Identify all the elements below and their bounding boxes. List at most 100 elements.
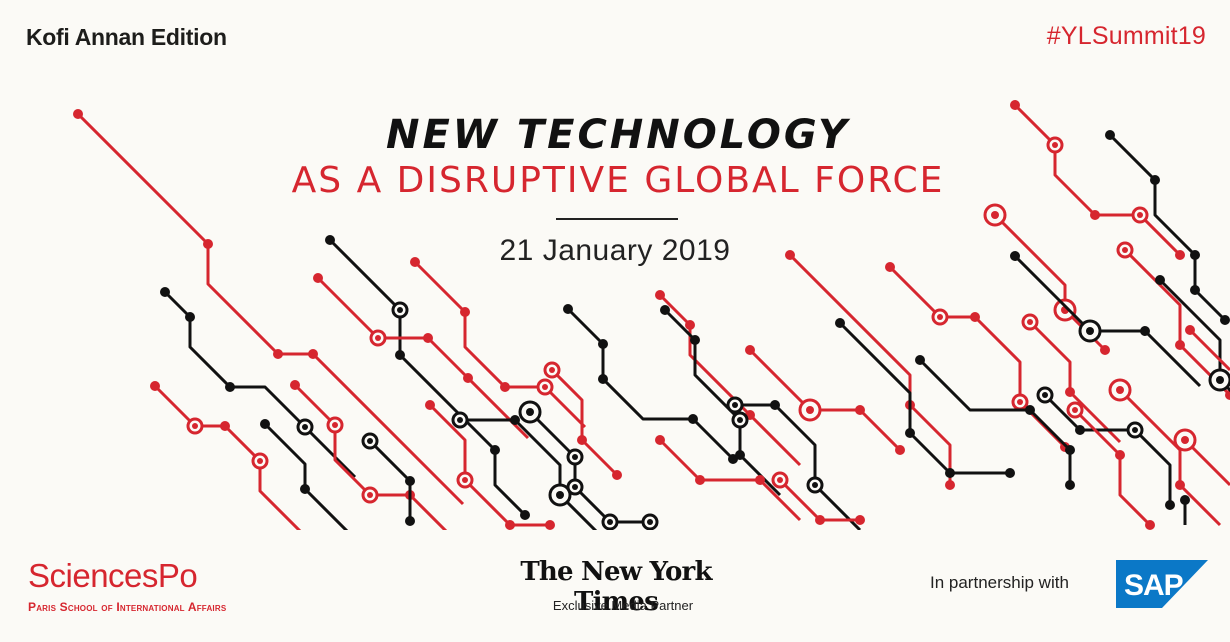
circuit-node-center bbox=[302, 424, 308, 430]
circuit-node-dot bbox=[735, 450, 745, 460]
circuit-trace-0 bbox=[76, 112, 465, 506]
circuit-node-center bbox=[1137, 212, 1143, 218]
circuit-node-center bbox=[1086, 327, 1094, 335]
circuit-trace-2 bbox=[153, 384, 302, 530]
circuit-node-dot bbox=[510, 415, 520, 425]
circuit-node-dot bbox=[770, 400, 780, 410]
circuit-node-dot bbox=[660, 305, 670, 315]
circuit-node-dot bbox=[655, 290, 665, 300]
circuit-trace-19 bbox=[838, 321, 1010, 475]
circuit-trace-12 bbox=[566, 307, 735, 461]
circuit-node-dot bbox=[915, 355, 925, 365]
circuit-node-dot bbox=[325, 235, 335, 245]
circuit-trace-17 bbox=[748, 348, 902, 452]
circuit-node-dot bbox=[1185, 325, 1195, 335]
partnership-label: In partnership with bbox=[930, 573, 1069, 592]
circuit-node-center bbox=[777, 477, 783, 483]
circuit-node-dot bbox=[405, 476, 415, 486]
circuit-node-center bbox=[462, 477, 468, 483]
circuit-node-center bbox=[1027, 319, 1033, 325]
circuit-node-dot bbox=[1190, 250, 1200, 260]
circuit-trace-4 bbox=[293, 383, 448, 530]
circuit-node-dot bbox=[1150, 175, 1160, 185]
circuit-node-center bbox=[397, 307, 403, 313]
circuit-node-dot bbox=[1140, 326, 1150, 336]
circuit-node-dot bbox=[1075, 425, 1085, 435]
circuit-trace-13 bbox=[528, 410, 650, 524]
circuit-node-center bbox=[549, 367, 555, 373]
circuit-trace-27 bbox=[1013, 103, 1182, 257]
circuit-node-center bbox=[937, 314, 943, 320]
circuit-trace-32 bbox=[1118, 388, 1222, 527]
circuit-node-center bbox=[367, 492, 373, 498]
circuit-node-dot bbox=[1220, 315, 1230, 325]
headline-line-1: NEW TECHNOLOGY bbox=[385, 112, 850, 158]
circuit-trace-16 bbox=[735, 403, 862, 530]
circuit-node-dot bbox=[1180, 495, 1190, 505]
circuit-node-dot bbox=[655, 435, 665, 445]
circuit-node-dot bbox=[563, 304, 573, 314]
circuit-node-center bbox=[572, 454, 578, 460]
sap-logo-text: SAP bbox=[1124, 569, 1183, 602]
circuit-trace-11 bbox=[658, 293, 802, 467]
circuit-node-dot bbox=[577, 435, 587, 445]
circuit-node-dot bbox=[410, 257, 420, 267]
circuit-trace-15 bbox=[663, 308, 782, 497]
circuit-trace-10 bbox=[368, 439, 412, 521]
circuit-node-dot bbox=[1165, 500, 1175, 510]
circuit-node-center bbox=[556, 491, 564, 499]
circuit-node-center bbox=[526, 408, 534, 416]
circuit-node-dot bbox=[598, 374, 608, 384]
circuit-node-dot bbox=[1190, 285, 1200, 295]
circuit-node-center bbox=[1181, 436, 1189, 444]
circuit-node-center bbox=[457, 417, 463, 423]
circuit-node-dot bbox=[1065, 445, 1075, 455]
circuit-node-dot bbox=[300, 484, 310, 494]
circuit-node-center bbox=[1042, 392, 1048, 398]
circuit-node-dot bbox=[945, 468, 955, 478]
circuit-node-dot bbox=[460, 307, 470, 317]
circuit-node-dot bbox=[690, 335, 700, 345]
circuit-node-center bbox=[991, 211, 999, 219]
circuit-node-center bbox=[647, 519, 653, 525]
circuit-node-center bbox=[737, 417, 743, 423]
circuit-node-center bbox=[1216, 376, 1224, 384]
circuit-node-dot bbox=[1065, 387, 1075, 397]
sciencespo-subtitle: Paris School of International Affairs bbox=[28, 600, 227, 614]
circuit-node-center bbox=[1072, 407, 1078, 413]
circuit-node-dot bbox=[1065, 480, 1075, 490]
nyt-logo: The New York Times bbox=[520, 557, 712, 617]
circuit-node-dot bbox=[1025, 405, 1035, 415]
circuit-node-dot bbox=[970, 312, 980, 322]
circuit-node-dot bbox=[612, 470, 622, 480]
circuit-node-dot bbox=[1175, 340, 1185, 350]
circuit-node-center bbox=[1132, 427, 1138, 433]
circuit-node-dot bbox=[785, 250, 795, 260]
circuit-node-center bbox=[1116, 386, 1124, 394]
hashtag-label: #YLSummit19 bbox=[1046, 22, 1206, 50]
circuit-node-dot bbox=[225, 382, 235, 392]
circuit-node-dot bbox=[688, 414, 698, 424]
circuit-node-center bbox=[806, 406, 814, 414]
circuit-node-dot bbox=[425, 400, 435, 410]
circuit-node-center bbox=[607, 519, 613, 525]
circuit-node-center bbox=[375, 335, 381, 341]
edition-label: Kofi Annan Edition bbox=[26, 24, 227, 50]
circuit-node-dot bbox=[895, 445, 905, 455]
circuit-node-dot bbox=[260, 419, 270, 429]
circuit-node-dot bbox=[1105, 130, 1115, 140]
circuit-node-dot bbox=[945, 480, 955, 490]
circuit-node-dot bbox=[1115, 450, 1125, 460]
circuit-trace-34 bbox=[1188, 328, 1230, 372]
circuit-node-dot bbox=[405, 516, 415, 526]
title-divider bbox=[556, 218, 678, 220]
circuit-node-dot bbox=[1155, 275, 1165, 285]
circuit-node-dot bbox=[755, 475, 765, 485]
circuit-node-center bbox=[572, 484, 578, 490]
circuit-trace-24 bbox=[1028, 320, 1122, 444]
circuit-node-center bbox=[1017, 399, 1023, 405]
circuit-node-dot bbox=[1010, 100, 1020, 110]
circuit-node-dot bbox=[815, 515, 825, 525]
circuit-node-center bbox=[332, 422, 338, 428]
circuit-node-dot bbox=[855, 515, 865, 525]
